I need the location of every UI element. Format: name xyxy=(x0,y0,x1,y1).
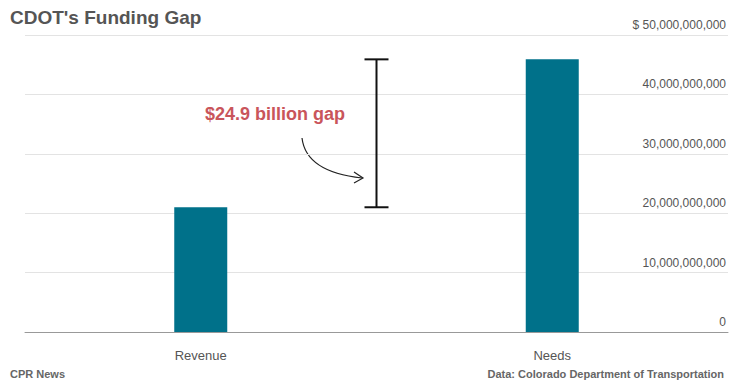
svg-text:0: 0 xyxy=(719,315,726,329)
svg-text:$24.9 billion gap: $24.9 billion gap xyxy=(205,104,345,124)
svg-text:CDOT's Funding Gap: CDOT's Funding Gap xyxy=(10,7,201,28)
svg-text:30,000,000,000: 30,000,000,000 xyxy=(643,137,727,151)
svg-text:Revenue: Revenue xyxy=(175,348,227,363)
svg-text:CPR News: CPR News xyxy=(10,368,65,380)
svg-text:10,000,000,000: 10,000,000,000 xyxy=(643,256,727,270)
svg-text:$ 50,000,000,000: $ 50,000,000,000 xyxy=(633,18,727,32)
svg-text:Needs: Needs xyxy=(533,348,571,363)
svg-text:20,000,000,000: 20,000,000,000 xyxy=(643,196,727,210)
svg-text:40,000,000,000: 40,000,000,000 xyxy=(643,77,727,91)
svg-text:Data: Colorado Department of T: Data: Colorado Department of Transportat… xyxy=(487,368,724,380)
